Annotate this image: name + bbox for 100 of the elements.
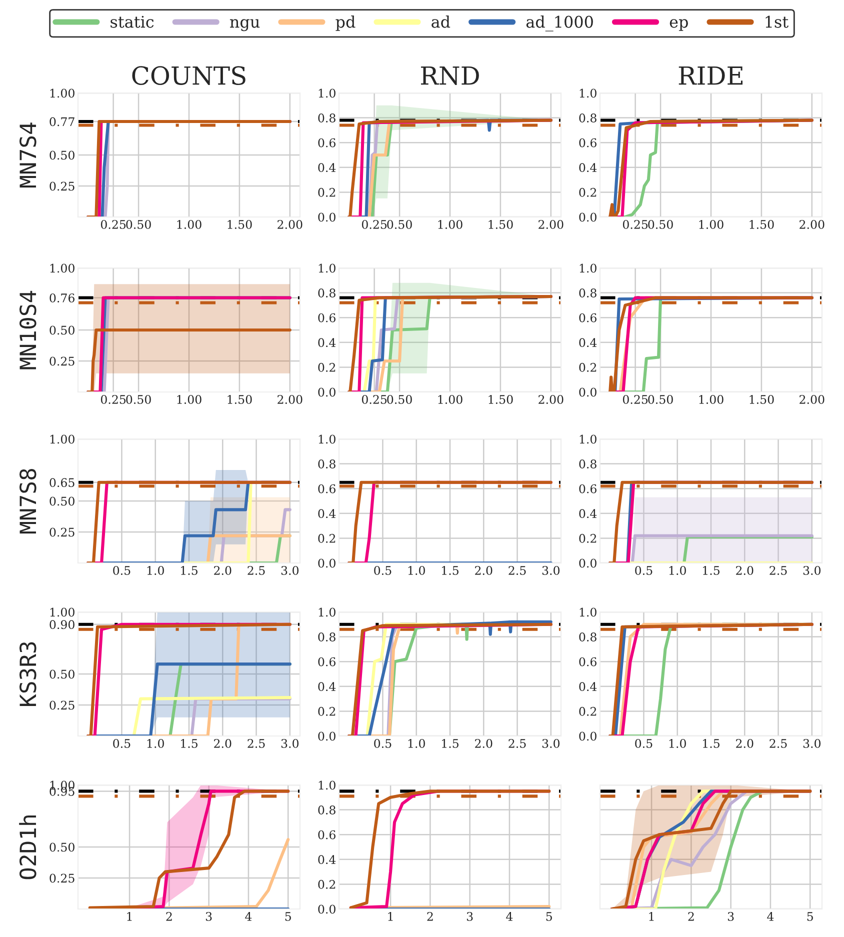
x-tick-label: 1.50 xyxy=(488,220,513,229)
x-tick-label: 2.5 xyxy=(248,738,265,748)
y-tick-label: 0.25 xyxy=(50,356,74,366)
y-tick-label: 1.00 xyxy=(50,88,74,98)
y-tick-label: 0.50 xyxy=(50,150,74,160)
y-axis-title: MN7S8 xyxy=(19,468,36,534)
y-tick-label: 0.50 xyxy=(50,670,74,679)
y-tick-label: 0.6 xyxy=(318,657,336,666)
y-tick-label: 0.0 xyxy=(579,388,596,397)
y-tick-label: 0.65 xyxy=(50,478,74,488)
x-tick-label: 0.50 xyxy=(387,394,412,404)
y-axis-title: MN7S4 xyxy=(19,122,36,188)
y-tick-label: 0.0 xyxy=(318,732,336,741)
x-tick-label: 0.25 xyxy=(622,220,648,229)
x-tick-label: 2.0 xyxy=(475,738,492,748)
x-tick-label: 2.0 xyxy=(475,566,492,575)
x-tick-label: 1.50 xyxy=(488,394,513,404)
y-tick-label: 0.25 xyxy=(50,182,74,191)
y-tick-label: 0.90 xyxy=(50,620,74,630)
x-tick-label: 2.00 xyxy=(800,394,824,404)
x-tick-label: 1.50 xyxy=(750,220,774,229)
y-tick-label: 0.77 xyxy=(50,117,74,126)
legend-label: ep xyxy=(670,19,688,31)
x-tick-label: 1.5 xyxy=(703,738,720,748)
y-tick-label: 1.00 xyxy=(50,434,74,444)
x-tick-label: 0.25 xyxy=(100,220,126,229)
y-tick-label: 0.4 xyxy=(579,509,597,518)
y-tick-label: 0.4 xyxy=(318,163,336,172)
y-tick-label: 0.8 xyxy=(318,114,336,122)
y-tick-label: 0.2 xyxy=(318,880,336,889)
y-tick-label: 1.0 xyxy=(580,434,596,444)
x-tick-label: 3.0 xyxy=(803,738,821,748)
x-tick-label: 0.5 xyxy=(635,738,652,748)
x-tick-label: 4 xyxy=(245,912,252,921)
y-tick-label: 1.0 xyxy=(580,608,596,617)
x-tick-label: 3 xyxy=(728,912,734,921)
x-tick-label: 2.5 xyxy=(248,566,265,575)
y-tick-label: 0.0 xyxy=(318,212,336,222)
x-tick-label: 2.5 xyxy=(770,738,787,748)
x-tick-label: 3.0 xyxy=(542,566,560,575)
x-tick-label: 1.00 xyxy=(438,220,462,229)
x-tick-label: 1.00 xyxy=(177,394,202,404)
x-tick-label: 2.0 xyxy=(214,738,232,748)
y-tick-label: 0.4 xyxy=(579,338,597,348)
y-tick-label: 1.0 xyxy=(318,88,336,98)
y-tick-label: 0.0 xyxy=(318,904,336,914)
x-tick-label: 1.5 xyxy=(181,738,198,748)
y-tick-label: 0.2 xyxy=(579,362,596,372)
y-tick-label: 0.6 xyxy=(579,657,596,666)
y-tick-label: 0.6 xyxy=(579,484,596,494)
y-tick-label: 1.00 xyxy=(50,264,74,273)
y-tick-label: 0.0 xyxy=(579,558,596,568)
y-tick-label: 0.25 xyxy=(50,874,74,883)
x-tick-label: 2 xyxy=(688,912,694,921)
y-tick-label: 1.0 xyxy=(580,88,596,98)
y-tick-label: 0.6 xyxy=(318,830,336,840)
x-tick-label: 2.0 xyxy=(736,566,754,575)
y-tick-label: 0.8 xyxy=(318,288,336,298)
y-tick-label: 0.8 xyxy=(579,288,596,298)
y-tick-label: 0.6 xyxy=(318,138,336,148)
y-tick-label: 0.25 xyxy=(50,700,74,710)
legend-label: ad_1000 xyxy=(526,15,593,32)
x-tick-label: 1.50 xyxy=(750,394,774,404)
y-tick-label: 0.4 xyxy=(318,682,336,692)
x-tick-label: 0.5 xyxy=(635,566,652,575)
y-tick-label: 0.0 xyxy=(318,558,336,568)
x-tick-label: 0.25 xyxy=(362,220,387,229)
x-tick-label: 1.00 xyxy=(438,394,462,404)
y-tick-label: 0.2 xyxy=(318,188,336,197)
legend-label: ad xyxy=(432,15,450,28)
x-tick-label: 1.0 xyxy=(669,738,686,748)
x-tick-label: 0.50 xyxy=(126,394,151,404)
y-tick-label: 0.8 xyxy=(579,460,596,468)
x-tick-label: 0.50 xyxy=(387,220,412,229)
y-tick-label: 0.50 xyxy=(50,496,74,506)
x-tick-label: 0.5 xyxy=(374,738,392,748)
y-axis-title: O2D1h xyxy=(19,816,36,880)
chart-title: RIDE xyxy=(678,66,742,85)
x-tick-label: 0.5 xyxy=(113,738,130,748)
x-tick-label: 3 xyxy=(206,912,212,921)
x-tick-label: 0.5 xyxy=(113,566,130,575)
x-tick-label: 3.0 xyxy=(542,738,560,748)
y-tick-label: 0.6 xyxy=(579,313,596,322)
x-tick-label: 1 xyxy=(127,912,132,921)
x-tick-label: 1.00 xyxy=(177,220,202,229)
x-tick-label: 2.00 xyxy=(278,220,302,229)
x-tick-label: 2.5 xyxy=(508,566,526,575)
y-tick-label: 1.0 xyxy=(580,264,596,273)
y-tick-label: 0.8 xyxy=(318,806,336,814)
y-tick-label: 0.4 xyxy=(579,682,597,692)
legend-label: 1st xyxy=(766,16,788,28)
y-tick-label: 1.00 xyxy=(50,608,74,617)
x-tick-label: 1.5 xyxy=(442,566,458,575)
legend-label: static xyxy=(110,16,154,28)
x-tick-label: 2.5 xyxy=(770,566,787,575)
y-tick-label: 1.0 xyxy=(318,608,336,617)
y-tick-label: 0.0 xyxy=(579,212,596,222)
chart-title: RND xyxy=(421,66,479,86)
legend-label: ngu xyxy=(230,19,260,32)
x-tick-label: 3 xyxy=(466,912,473,921)
